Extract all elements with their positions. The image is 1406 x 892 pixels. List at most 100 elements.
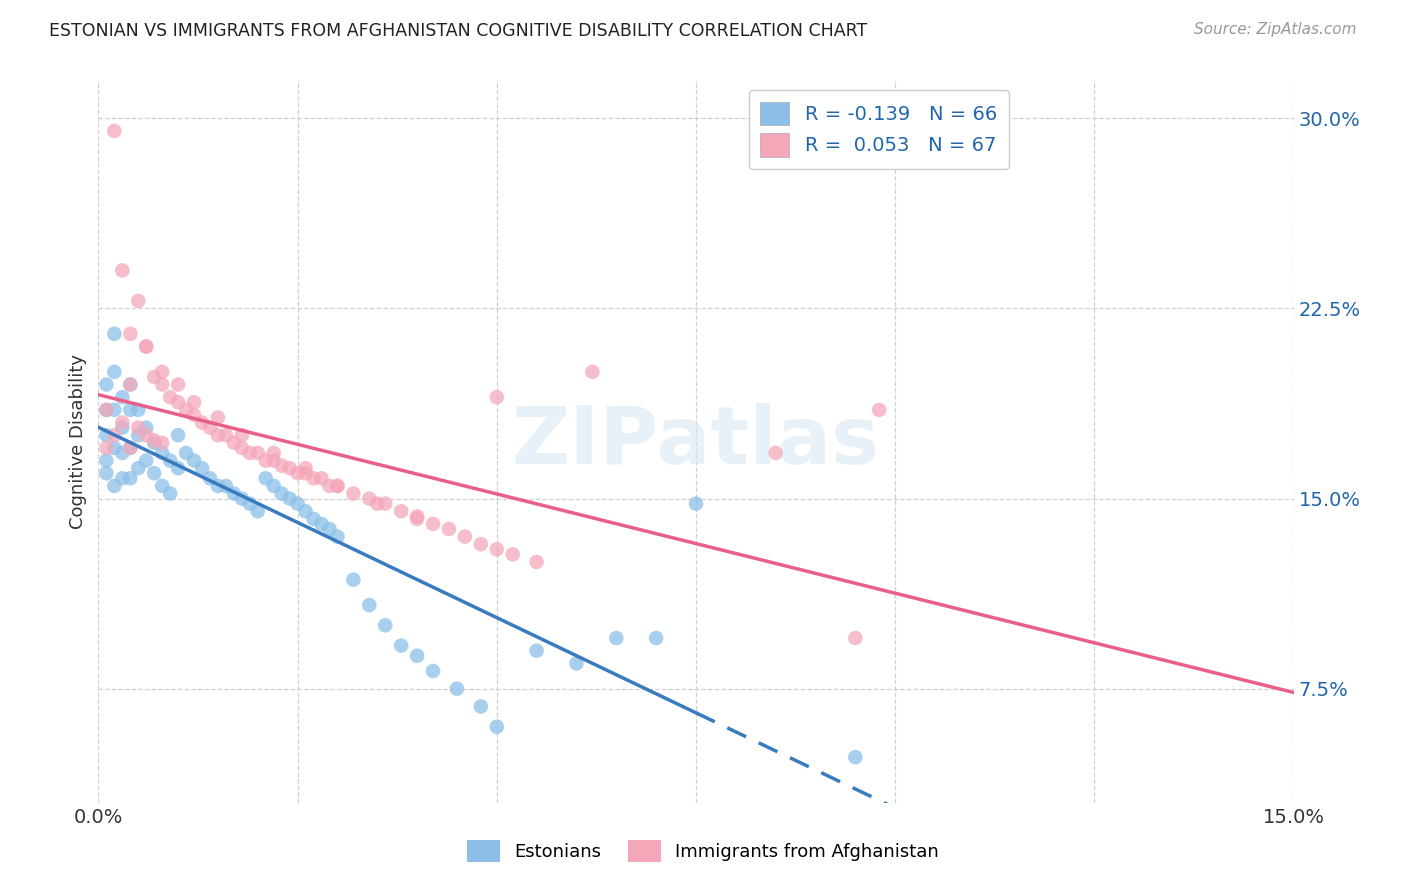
Point bbox=[103, 326, 125, 341]
Point bbox=[159, 390, 181, 404]
Point bbox=[470, 537, 492, 551]
Point bbox=[246, 446, 269, 460]
Point bbox=[143, 435, 166, 450]
Point bbox=[96, 441, 118, 455]
Point bbox=[215, 428, 238, 442]
Point bbox=[120, 441, 142, 455]
Point bbox=[446, 681, 468, 696]
Point bbox=[111, 420, 134, 434]
Point bbox=[254, 453, 277, 467]
Point bbox=[406, 509, 429, 524]
Point bbox=[685, 497, 707, 511]
Point bbox=[150, 446, 173, 460]
Point bbox=[143, 434, 166, 448]
Point bbox=[167, 395, 190, 409]
Point bbox=[294, 461, 316, 475]
Point bbox=[150, 377, 173, 392]
Point bbox=[127, 402, 149, 417]
Point bbox=[207, 479, 229, 493]
Point bbox=[231, 441, 253, 455]
Point bbox=[270, 458, 292, 473]
Point bbox=[359, 491, 381, 506]
Point bbox=[485, 720, 508, 734]
Point bbox=[135, 453, 157, 467]
Point bbox=[207, 410, 229, 425]
Legend: Estonians, Immigrants from Afghanistan: Estonians, Immigrants from Afghanistan bbox=[460, 833, 946, 870]
Point bbox=[374, 618, 396, 632]
Point bbox=[263, 479, 285, 493]
Point bbox=[207, 428, 229, 442]
Point bbox=[135, 339, 157, 353]
Point bbox=[222, 435, 245, 450]
Point bbox=[111, 390, 134, 404]
Point bbox=[844, 631, 866, 645]
Point bbox=[111, 263, 134, 277]
Point bbox=[127, 293, 149, 308]
Point bbox=[231, 428, 253, 442]
Point bbox=[485, 390, 508, 404]
Point bbox=[96, 467, 118, 481]
Point bbox=[287, 497, 309, 511]
Point bbox=[159, 486, 181, 500]
Point bbox=[366, 497, 388, 511]
Point bbox=[311, 516, 333, 531]
Point bbox=[159, 453, 181, 467]
Point bbox=[294, 504, 316, 518]
Point bbox=[254, 471, 277, 485]
Point bbox=[135, 428, 157, 442]
Point bbox=[342, 573, 364, 587]
Point bbox=[96, 402, 118, 417]
Point bbox=[111, 416, 134, 430]
Point bbox=[765, 446, 787, 460]
Point bbox=[278, 461, 301, 475]
Point bbox=[174, 446, 197, 460]
Point bbox=[111, 471, 134, 485]
Point bbox=[844, 750, 866, 764]
Point bbox=[103, 479, 125, 493]
Point bbox=[215, 479, 238, 493]
Point bbox=[120, 471, 142, 485]
Text: ESTONIAN VS IMMIGRANTS FROM AFGHANISTAN COGNITIVE DISABILITY CORRELATION CHART: ESTONIAN VS IMMIGRANTS FROM AFGHANISTAN … bbox=[49, 22, 868, 40]
Point bbox=[127, 461, 149, 475]
Point bbox=[96, 377, 118, 392]
Point bbox=[150, 435, 173, 450]
Point bbox=[183, 395, 205, 409]
Text: ZIPatlas: ZIPatlas bbox=[512, 402, 880, 481]
Y-axis label: Cognitive Disability: Cognitive Disability bbox=[69, 354, 87, 529]
Point bbox=[120, 377, 142, 392]
Point bbox=[485, 542, 508, 557]
Point bbox=[167, 461, 190, 475]
Point bbox=[302, 471, 325, 485]
Point bbox=[183, 408, 205, 422]
Point bbox=[326, 530, 349, 544]
Point bbox=[120, 441, 142, 455]
Point bbox=[318, 479, 340, 493]
Point bbox=[359, 598, 381, 612]
Point bbox=[502, 547, 524, 561]
Point bbox=[191, 461, 214, 475]
Point bbox=[311, 471, 333, 485]
Point bbox=[389, 639, 412, 653]
Point bbox=[103, 441, 125, 455]
Point bbox=[263, 453, 285, 467]
Point bbox=[174, 402, 197, 417]
Point bbox=[198, 420, 221, 434]
Point bbox=[127, 428, 149, 442]
Point bbox=[422, 516, 444, 531]
Point bbox=[318, 522, 340, 536]
Point bbox=[342, 486, 364, 500]
Point bbox=[406, 512, 429, 526]
Point bbox=[422, 664, 444, 678]
Point bbox=[111, 446, 134, 460]
Point bbox=[103, 124, 125, 138]
Point bbox=[374, 497, 396, 511]
Point bbox=[198, 471, 221, 485]
Point bbox=[103, 402, 125, 417]
Point bbox=[183, 453, 205, 467]
Point bbox=[294, 467, 316, 481]
Point bbox=[278, 491, 301, 506]
Point bbox=[287, 467, 309, 481]
Point bbox=[605, 631, 627, 645]
Point bbox=[239, 497, 262, 511]
Point bbox=[868, 402, 890, 417]
